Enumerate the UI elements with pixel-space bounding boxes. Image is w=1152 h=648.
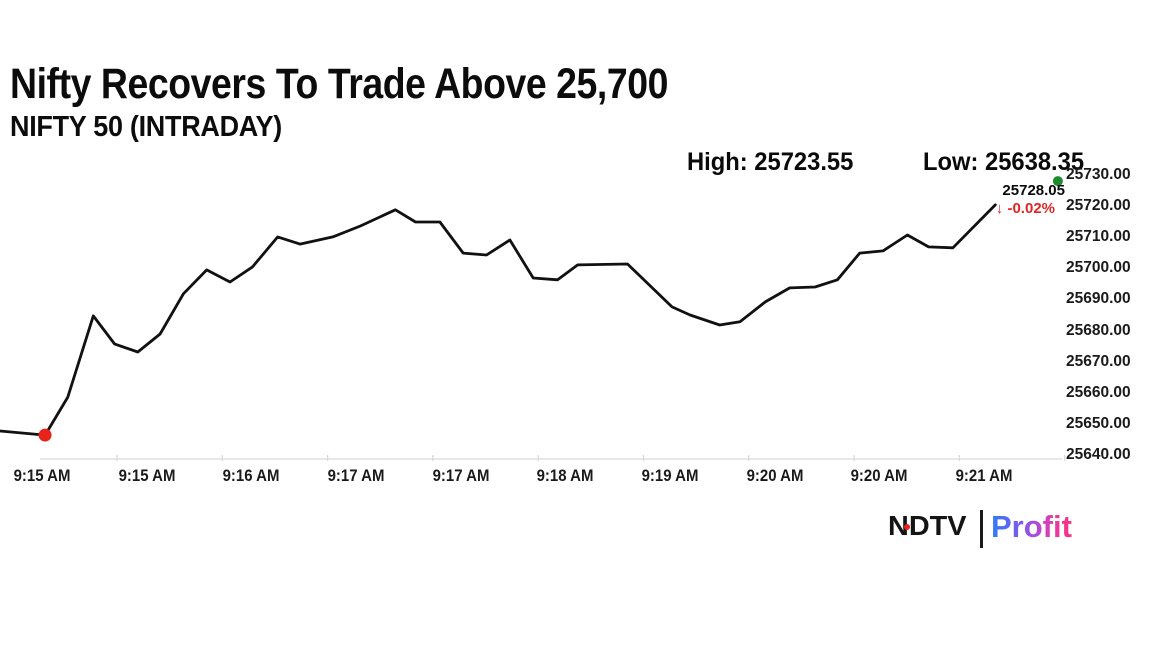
down-arrow-icon: ↓: [995, 200, 1004, 217]
y-tick-label: 25720.00: [1066, 197, 1131, 215]
y-tick-label: 25680.00: [1066, 321, 1131, 339]
high-value: 25723.55: [754, 148, 854, 176]
low-stat: Low: 25638.35: [923, 148, 1085, 177]
high-stat: High: 25723.55: [687, 148, 854, 177]
x-tick-label: 9:19 AM: [641, 466, 699, 485]
last-price-label: 25728.05: [1002, 182, 1065, 199]
logo-separator: [980, 510, 983, 548]
x-tick-label: 9:20 AM: [746, 466, 804, 485]
y-tick-label: 25690.00: [1066, 290, 1131, 308]
y-tick-label: 25660.00: [1066, 383, 1131, 401]
y-tick-label: 25670.00: [1066, 352, 1131, 370]
profit-wordmark: Profit: [991, 509, 1072, 544]
change-label: ↓ -0.02%: [955, 201, 1055, 216]
change-percent: -0.02%: [1007, 200, 1055, 217]
y-tick-label: 25650.00: [1066, 414, 1131, 432]
page-subtitle: NIFTY 50 (INTRADAY): [10, 111, 282, 143]
page-title: Nifty Recovers To Trade Above 25,700: [10, 60, 669, 108]
x-tick-label: 9:17 AM: [432, 466, 490, 485]
x-tick-label: 9:20 AM: [850, 466, 908, 485]
y-tick-label: 25710.00: [1066, 228, 1131, 246]
ndtv-wordmark: NDTV: [888, 510, 967, 541]
y-tick-label: 25640.00: [1066, 446, 1131, 463]
y-tick-label: 25700.00: [1066, 259, 1131, 277]
x-axis: [40, 455, 1066, 461]
x-tick-label: 9:15 AM: [13, 466, 71, 485]
low-value: 25638.35: [985, 148, 1085, 176]
ndtv-red-dot-icon: [904, 524, 910, 530]
x-tick-label: 9:21 AM: [955, 466, 1013, 485]
start-marker-dot: [38, 428, 52, 442]
low-label: Low:: [923, 148, 979, 176]
x-tick-label: 9:16 AM: [222, 466, 280, 485]
x-tick-label: 9:17 AM: [327, 466, 385, 485]
ndtv-profit-logo: NDTV Profit: [888, 509, 1088, 552]
x-tick-label: 9:18 AM: [536, 466, 594, 485]
high-label: High:: [687, 148, 748, 176]
x-tick-label: 9:15 AM: [118, 466, 176, 485]
y-tick-label: 25730.00: [1066, 166, 1131, 183]
last-marker-dot: [1052, 176, 1063, 187]
price-line: [0, 203, 997, 437]
